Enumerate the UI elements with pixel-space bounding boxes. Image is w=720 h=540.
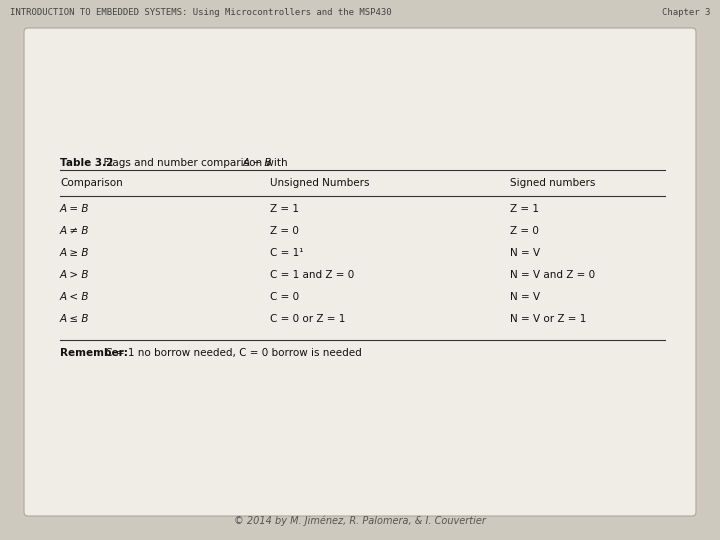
Text: A − B: A − B — [243, 158, 272, 168]
Text: C = 1 and Z = 0: C = 1 and Z = 0 — [270, 270, 354, 280]
Text: Z = 0: Z = 0 — [510, 226, 539, 236]
Text: C = 0: C = 0 — [270, 292, 299, 302]
Text: N = V and Z = 0: N = V and Z = 0 — [510, 270, 595, 280]
Text: A > B: A > B — [60, 270, 89, 280]
Text: Signed numbers: Signed numbers — [510, 178, 595, 188]
Text: A = B: A = B — [60, 204, 89, 214]
Text: Chapter 3: Chapter 3 — [662, 8, 710, 17]
Text: A ≤ B: A ≤ B — [60, 314, 89, 324]
FancyBboxPatch shape — [24, 28, 696, 516]
Text: INTRODUCTION TO EMBEDDED SYSTEMS: Using Microcontrollers and the MSP430: INTRODUCTION TO EMBEDDED SYSTEMS: Using … — [10, 8, 392, 17]
Text: N = V or Z = 1: N = V or Z = 1 — [510, 314, 586, 324]
Text: Unsigned Numbers: Unsigned Numbers — [270, 178, 369, 188]
Text: © 2014 by M. Jiménez, R. Palomera, & I. Couvertier: © 2014 by M. Jiménez, R. Palomera, & I. … — [234, 516, 486, 526]
Text: Z = 1: Z = 1 — [270, 204, 299, 214]
Text: Flags and number comparison with: Flags and number comparison with — [97, 158, 291, 168]
Text: C = 1 no borrow needed, C = 0 borrow is needed: C = 1 no borrow needed, C = 0 borrow is … — [102, 348, 361, 358]
Text: C = 1¹: C = 1¹ — [270, 248, 304, 258]
Text: Table 3.2: Table 3.2 — [60, 158, 113, 168]
Text: Remember:: Remember: — [60, 348, 128, 358]
Text: Comparison: Comparison — [60, 178, 122, 188]
Text: Z = 0: Z = 0 — [270, 226, 299, 236]
Text: A ≠ B: A ≠ B — [60, 226, 89, 236]
Text: N = V: N = V — [510, 292, 540, 302]
Text: N = V: N = V — [510, 248, 540, 258]
Text: A ≥ B: A ≥ B — [60, 248, 89, 258]
Text: A < B: A < B — [60, 292, 89, 302]
Text: C = 0 or Z = 1: C = 0 or Z = 1 — [270, 314, 346, 324]
Text: Z = 1: Z = 1 — [510, 204, 539, 214]
